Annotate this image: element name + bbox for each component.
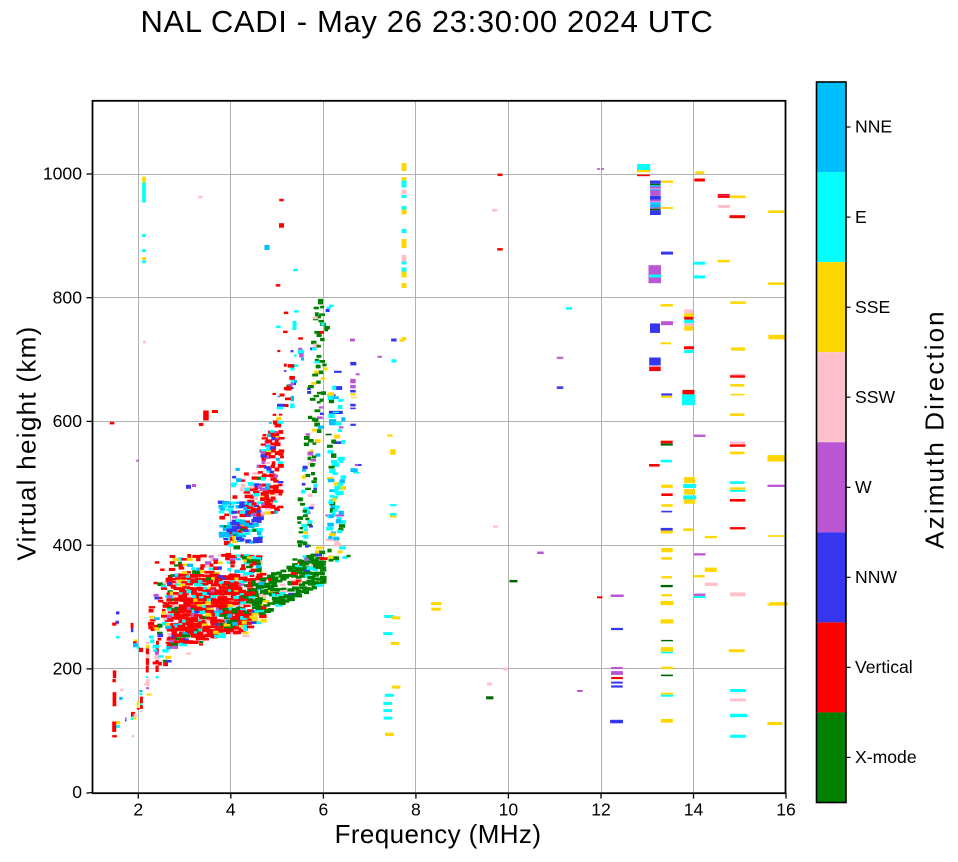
svg-text:10: 10: [499, 799, 519, 819]
svg-text:2: 2: [133, 799, 143, 819]
svg-text:4: 4: [226, 799, 236, 819]
svg-text:Frequency (MHz): Frequency (MHz): [335, 819, 542, 849]
svg-text:600: 600: [53, 411, 83, 431]
svg-text:6: 6: [319, 799, 329, 819]
svg-text:SSW: SSW: [855, 387, 895, 407]
svg-text:1000: 1000: [43, 164, 82, 184]
svg-text:SSE: SSE: [855, 297, 890, 317]
svg-text:Virtual height (km): Virtual height (km): [12, 325, 42, 560]
svg-text:400: 400: [53, 535, 83, 555]
svg-text:Azimuth Direction: Azimuth Direction: [920, 309, 950, 548]
svg-text:12: 12: [591, 799, 611, 819]
svg-text:X-mode: X-mode: [855, 747, 917, 767]
svg-text:Vertical: Vertical: [855, 657, 913, 677]
svg-text:0: 0: [72, 782, 82, 802]
svg-text:14: 14: [684, 799, 704, 819]
svg-text:NNW: NNW: [855, 567, 897, 587]
svg-text:8: 8: [411, 799, 421, 819]
svg-text:16: 16: [776, 799, 796, 819]
svg-text:200: 200: [53, 659, 83, 679]
svg-text:E: E: [855, 207, 867, 227]
svg-text:NAL CADI - May 26 23:30:00 202: NAL CADI - May 26 23:30:00 2024 UTC: [141, 4, 714, 39]
svg-text:NNE: NNE: [855, 117, 892, 137]
svg-text:W: W: [855, 477, 872, 497]
svg-text:800: 800: [53, 287, 83, 307]
